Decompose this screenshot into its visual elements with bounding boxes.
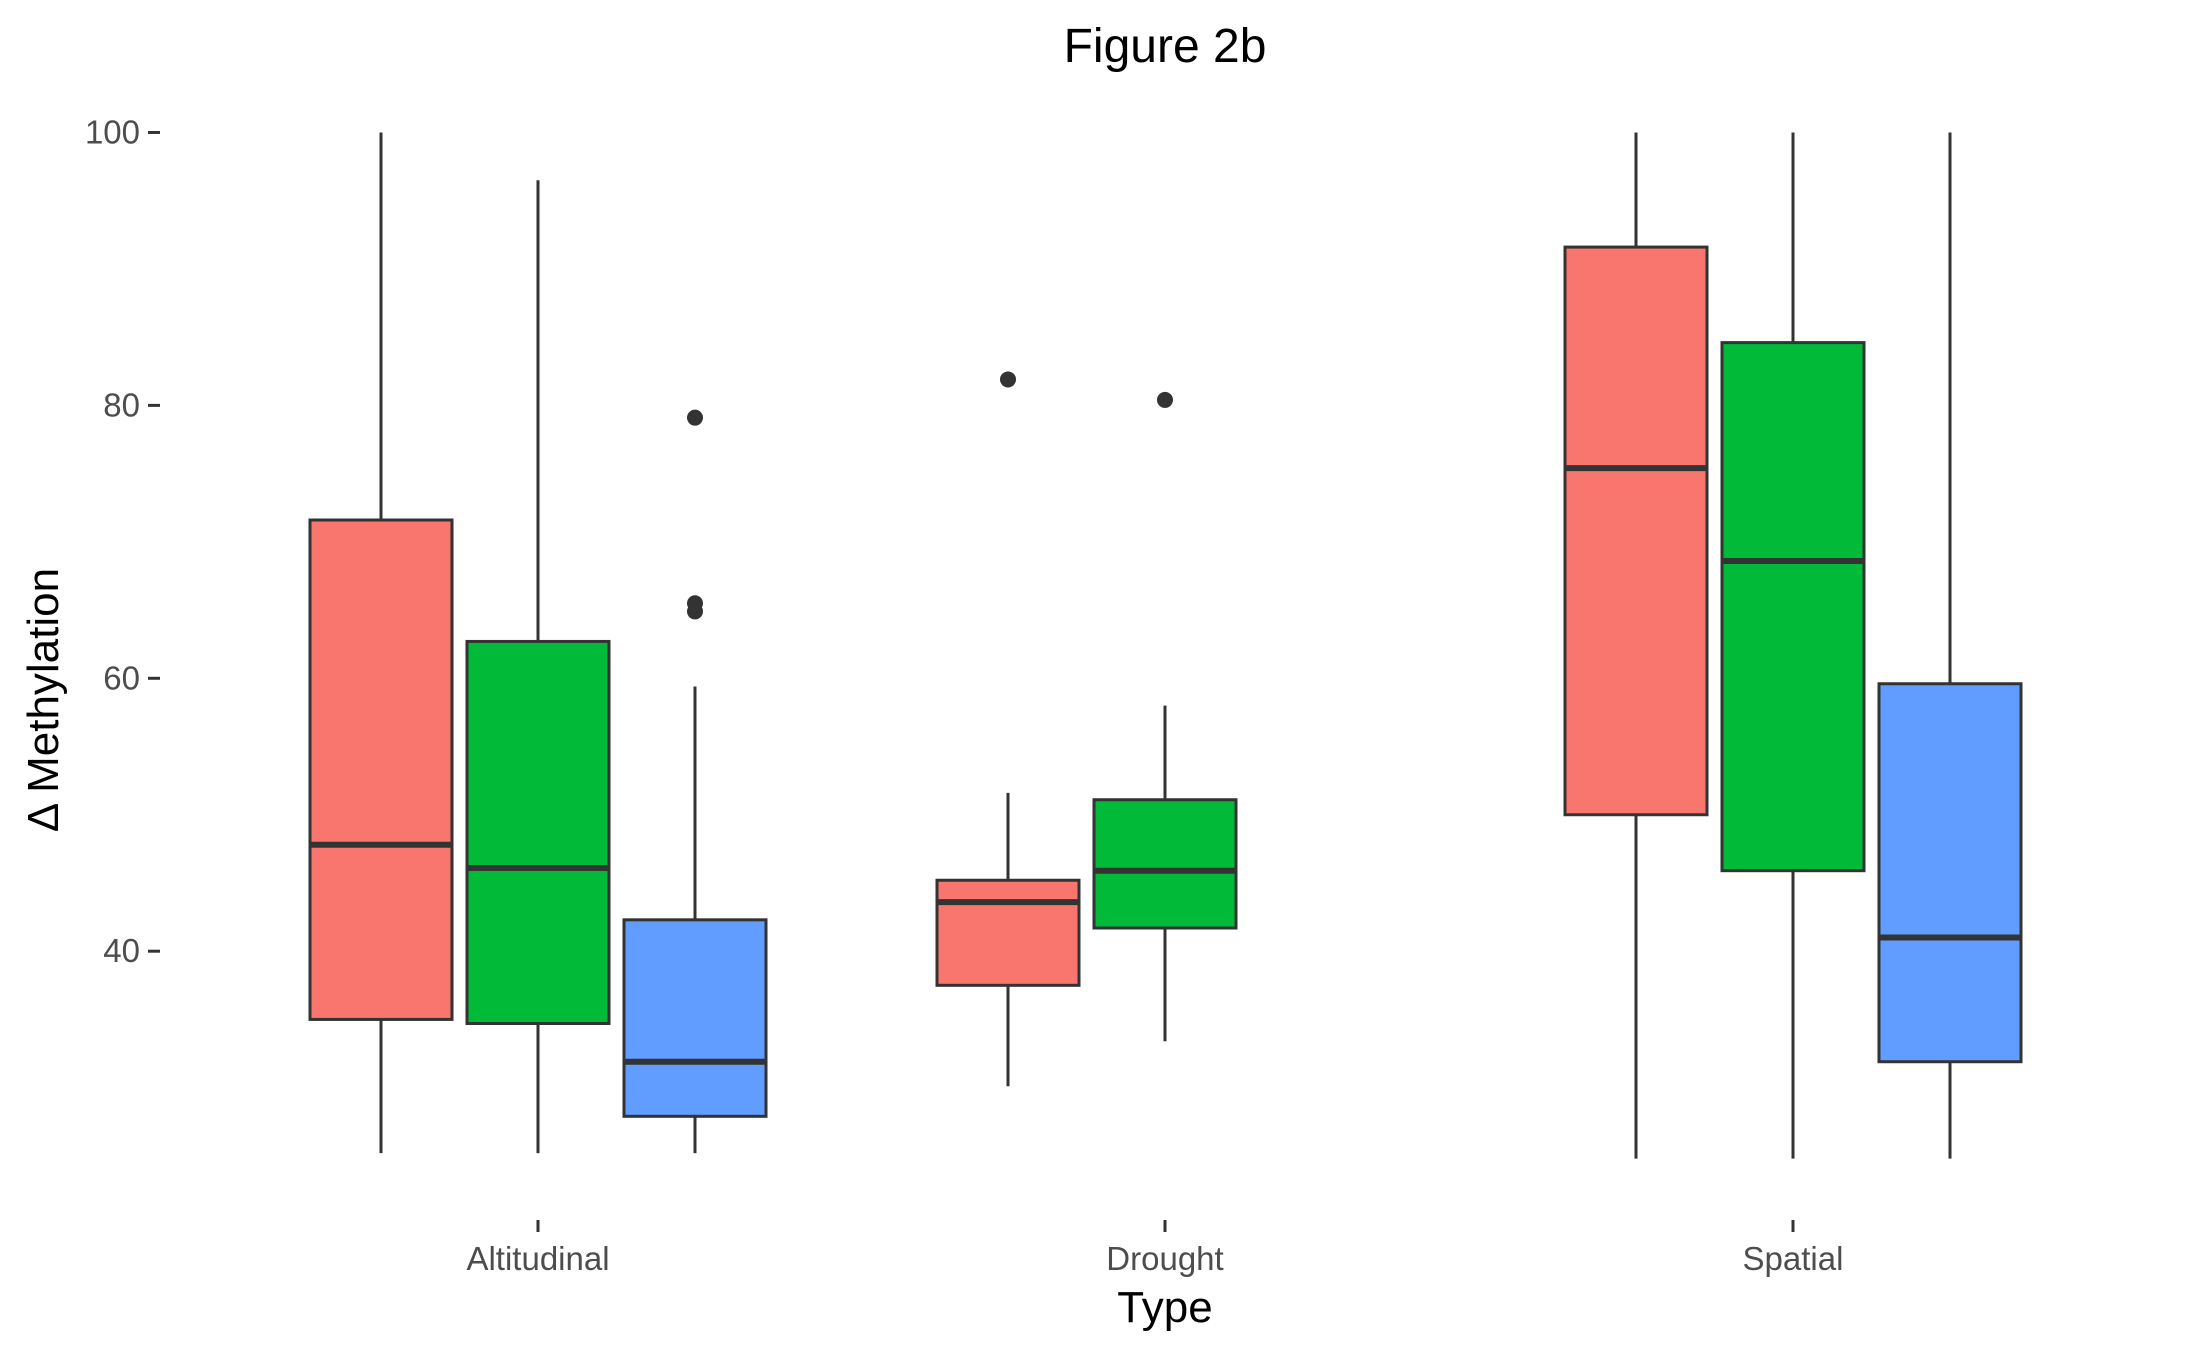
y-axis: 40 60 80 100 (85, 113, 160, 969)
box-spatial-1 (1720, 132, 1866, 1159)
plot-area (308, 132, 2023, 1159)
iqr-box (1563, 245, 1709, 817)
outlier-point (687, 409, 703, 426)
x-axis-title: Type (1117, 1283, 1212, 1332)
box-altitudinal-1 (465, 180, 611, 1154)
y-tick-label: 80 (103, 386, 140, 423)
x-tick-label: Altitudinal (466, 1240, 609, 1277)
box-altitudinal-0 (308, 132, 454, 1154)
y-tick-label: 40 (103, 932, 140, 969)
box-drought-0 (935, 371, 1081, 1087)
chart-title: Figure 2b (1064, 20, 1267, 73)
y-tick-label: 100 (85, 113, 140, 150)
box-spatial-0 (1563, 132, 1709, 1159)
box-drought-1 (1092, 391, 1238, 1042)
x-tick-label: Drought (1106, 1240, 1223, 1277)
iqr-box (1877, 682, 2023, 1064)
box-spatial-2 (1877, 132, 2023, 1159)
iqr-box (308, 518, 454, 1021)
iqr-box (622, 918, 768, 1118)
y-tick-label: 60 (103, 659, 140, 696)
iqr-box (1092, 798, 1238, 930)
iqr-box (465, 639, 611, 1026)
outlier-point (1000, 371, 1016, 388)
x-axis: Altitudinal Drought Spatial (466, 1220, 1843, 1277)
x-tick-label: Spatial (1743, 1240, 1844, 1277)
outlier-point (687, 603, 703, 620)
iqr-box (935, 878, 1081, 987)
box-altitudinal-2 (622, 409, 768, 1154)
iqr-box (1720, 341, 1866, 873)
y-axis-title: Δ Methylation (19, 568, 68, 832)
outlier-point (1157, 391, 1173, 408)
